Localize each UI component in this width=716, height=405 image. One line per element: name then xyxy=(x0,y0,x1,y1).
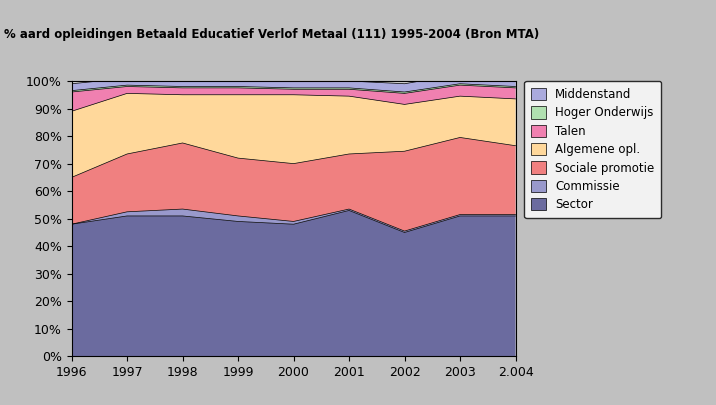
Legend: Middenstand, Hoger Onderwijs, Talen, Algemene opl., Sociale promotie, Commissie,: Middenstand, Hoger Onderwijs, Talen, Alg… xyxy=(524,81,662,218)
Text: % aard opleidingen Betaald Educatief Verlof Metaal (111) 1995-2004 (Bron MTA): % aard opleidingen Betaald Educatief Ver… xyxy=(4,28,540,41)
